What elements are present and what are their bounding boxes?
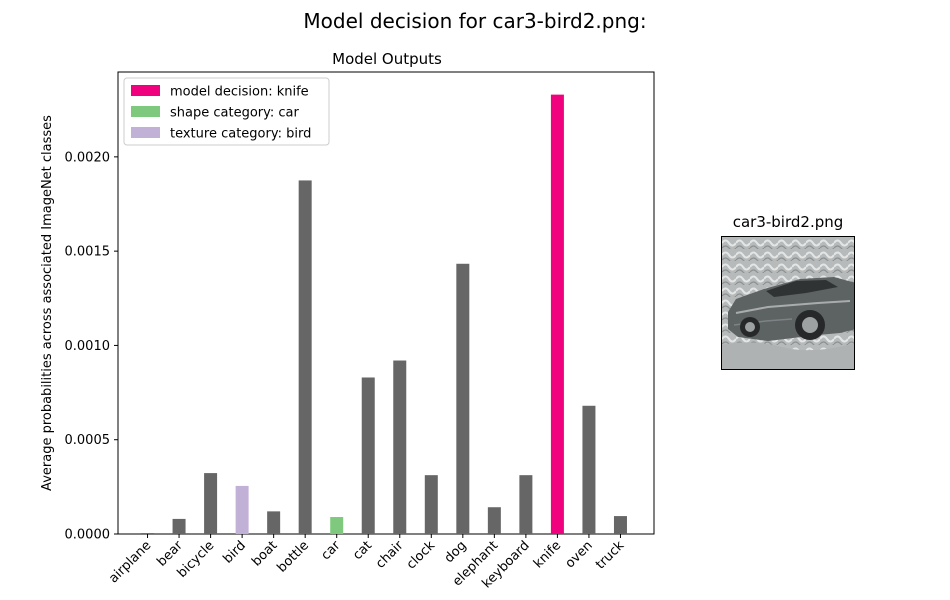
legend-label: model decision: knife (170, 85, 309, 100)
bar-airplane (141, 533, 155, 534)
bar-knife (550, 94, 564, 534)
bar-oven (582, 405, 596, 534)
bar-chair (393, 360, 407, 534)
bar-boat (267, 511, 281, 534)
y-tick-label: 0.0010 (65, 339, 111, 354)
figure-suptitle: Model decision for car3-bird2.png: (303, 9, 646, 33)
legend-label: texture category: bird (170, 127, 311, 142)
legend-swatch (131, 127, 160, 138)
x-tick-label: bird (220, 538, 248, 566)
x-tick-label: cat (350, 538, 375, 563)
bar-dog (456, 263, 470, 534)
x-tick-label: oven (563, 538, 596, 571)
plot-frame (117, 71, 655, 535)
x-tick-label: truck (593, 538, 628, 573)
bar-bear (172, 518, 186, 534)
legend-label: shape category: car (170, 106, 299, 121)
bar-cat (361, 377, 375, 534)
image-title: car3-bird2.png (732, 213, 844, 231)
bar-keyboard (519, 475, 533, 534)
y-tick-label: 0.0020 (65, 150, 111, 165)
y-axis-label: Average probabilities across associated … (40, 115, 55, 491)
bar-car (330, 517, 344, 534)
x-tick-label: airplane (106, 538, 154, 586)
legend-box (123, 77, 330, 146)
chart-title: Model Outputs (332, 50, 442, 68)
bar-bird (235, 485, 249, 534)
legend-swatch (131, 106, 160, 117)
y-tick-label: 0.0005 (65, 433, 111, 448)
x-tick-label: chair (373, 538, 407, 572)
car-bird-image (721, 236, 855, 370)
y-tick-label: 0.0000 (65, 528, 111, 543)
car-image-icon (722, 237, 854, 369)
bar-clock (424, 475, 438, 534)
legend: model decision: knife shape category: car… (123, 77, 330, 146)
x-tick-label: clock (404, 538, 439, 573)
x-tick-label: bottle (275, 538, 312, 575)
bar-elephant (487, 507, 501, 534)
bar-truck (613, 516, 627, 534)
bar-bottle (298, 180, 312, 534)
legend-swatch (131, 85, 160, 96)
y-tick-label: 0.0015 (65, 245, 111, 260)
bar-bicycle (204, 473, 218, 534)
x-tick-label: car (318, 538, 344, 564)
x-tick-label: knife (531, 538, 564, 571)
